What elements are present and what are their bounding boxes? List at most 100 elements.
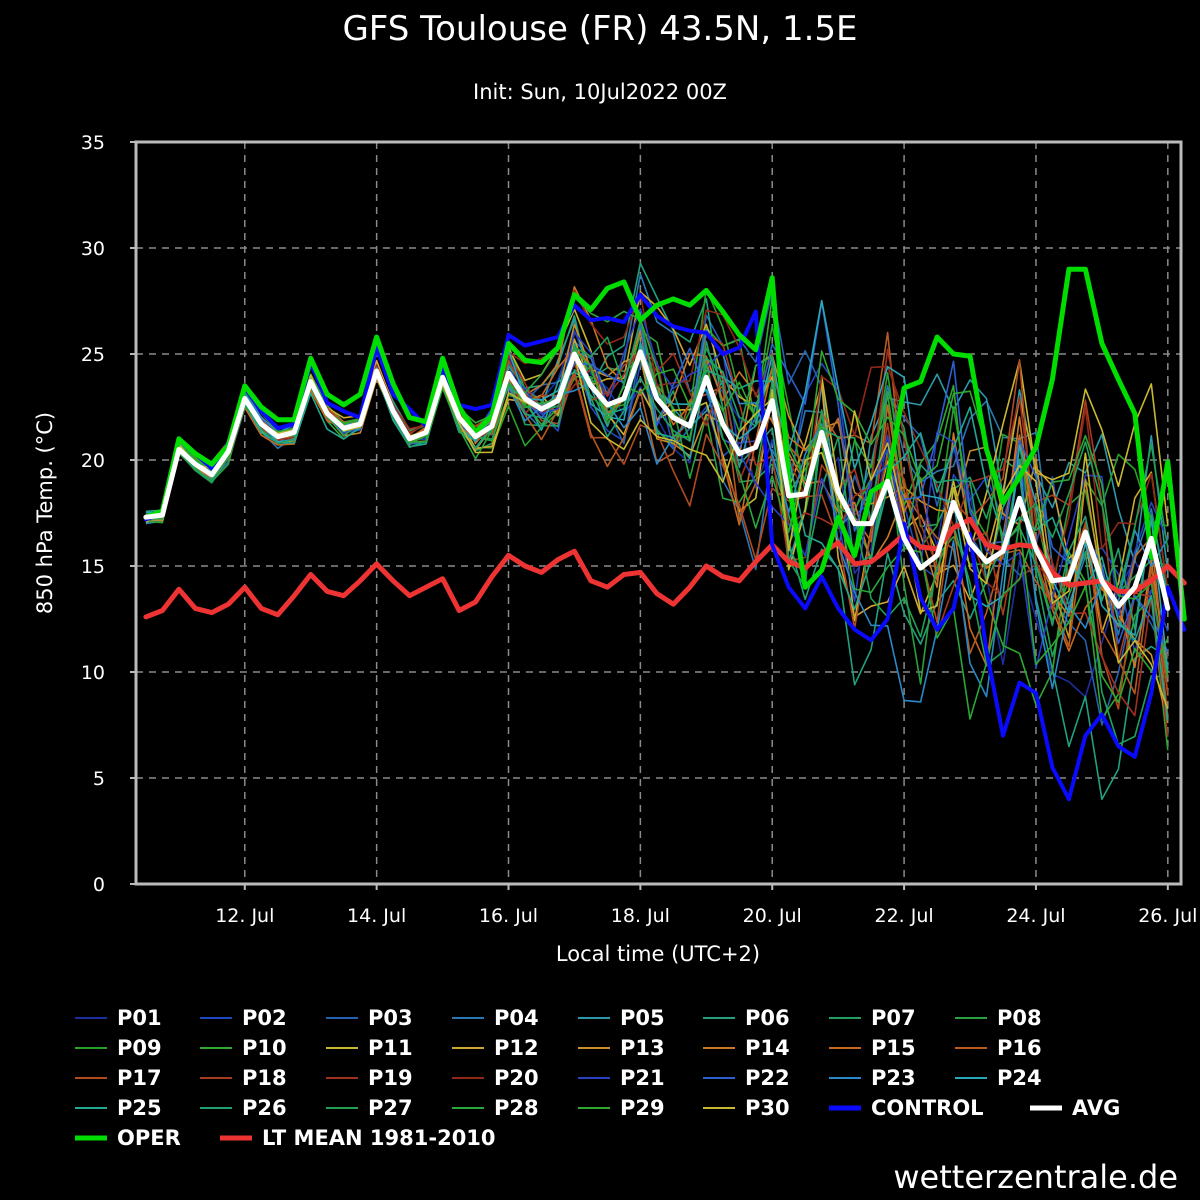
member-line-p05: [145, 318, 1169, 574]
series-line-avg: [143, 349, 1171, 611]
legend-item-p23: P23: [829, 1066, 916, 1090]
legend-item-p03: P03: [326, 1006, 413, 1030]
legend-label: P13: [620, 1036, 665, 1060]
legend-item-p01: P01: [75, 1006, 162, 1030]
x-axis-label: Local time (UTC+2): [556, 942, 760, 966]
legend-label: P27: [368, 1096, 413, 1120]
x-axis-ticks: 12. Jul 14. Jul 16. Jul 18. Jul 20. Jul 22. J…: [215, 884, 1197, 927]
series-line-control: [143, 292, 1187, 802]
legend-label: P04: [494, 1006, 539, 1030]
x-tick-label: 26. Jul: [1138, 905, 1197, 927]
legend-label: OPER: [117, 1126, 181, 1150]
legend-label: P11: [368, 1036, 413, 1060]
legend-label: P24: [997, 1066, 1042, 1090]
legend-label: LT MEAN 1981-2010: [262, 1126, 496, 1150]
y-tick-label: 15: [81, 556, 105, 578]
legend-label: P05: [620, 1006, 665, 1030]
legend-item-p17: P17: [75, 1066, 162, 1090]
legend-item-p30: P30: [703, 1096, 790, 1120]
legend-item-p07: P07: [829, 1006, 916, 1030]
x-tick-label: 24. Jul: [1006, 905, 1065, 927]
legend-label: P14: [745, 1036, 790, 1060]
legend-item-control: CONTROL: [829, 1096, 984, 1120]
y-tick-label: 35: [81, 132, 105, 154]
series-line-lt: [143, 516, 1187, 620]
legend-item-p11: P11: [326, 1036, 413, 1060]
legend-label: P07: [871, 1006, 916, 1030]
legend-item-p04: P04: [452, 1006, 539, 1030]
plot-frame: [134, 140, 1183, 886]
legend-item-p09: P09: [75, 1036, 162, 1060]
chart-title: GFS Toulouse (FR) 43.5N, 1.5E: [342, 9, 857, 49]
x-tick-label: 20. Jul: [743, 905, 802, 927]
legend-item-p08: P08: [955, 1006, 1042, 1030]
legend-label: P12: [494, 1036, 539, 1060]
legend-label: P16: [997, 1036, 1042, 1060]
legend-label: P06: [745, 1006, 790, 1030]
member-line-p25: [145, 344, 1169, 722]
chart-subtitle: Init: Sun, 10Jul2022 00Z: [473, 80, 727, 104]
y-tick-label: 5: [93, 768, 105, 790]
legend-item-p14: P14: [703, 1036, 790, 1060]
legend-label: P02: [242, 1006, 287, 1030]
x-tick-label: 18. Jul: [611, 905, 670, 927]
main-series: [143, 266, 1187, 802]
legend-item-oper: OPER: [75, 1126, 181, 1150]
legend-item-p15: P15: [829, 1036, 916, 1060]
legend-label: P18: [242, 1066, 287, 1090]
x-tick-label: 16. Jul: [479, 905, 538, 927]
legend-label: P28: [494, 1096, 539, 1120]
y-axis-ticks: 0 5 10 15 20 25 30 35: [81, 132, 136, 896]
legend-item-p26: P26: [200, 1096, 287, 1120]
series-line-oper: [143, 266, 1187, 622]
y-tick-label: 0: [93, 874, 105, 896]
legend-label: P17: [117, 1066, 162, 1090]
y-tick-label: 25: [81, 344, 105, 366]
legend-label: P09: [117, 1036, 162, 1060]
legend-label: P15: [871, 1036, 916, 1060]
legend-item-p24: P24: [955, 1066, 1042, 1090]
legend-label: P03: [368, 1006, 413, 1030]
legend: P01 P02 P03 P04 P05 P06 P07 P08 P09 P10 P11 P12 P13 P…: [75, 1006, 1120, 1150]
legend-item-avg: AVG: [1030, 1096, 1120, 1120]
legend-label: P25: [117, 1096, 162, 1120]
y-tick-label: 20: [81, 450, 105, 472]
legend-item-p29: P29: [578, 1096, 665, 1120]
legend-label: P19: [368, 1066, 413, 1090]
legend-item-lt: LT MEAN 1981-2010: [220, 1126, 496, 1150]
legend-item-p18: P18: [200, 1066, 287, 1090]
legend-label: P20: [494, 1066, 539, 1090]
y-tick-label: 30: [81, 238, 105, 260]
legend-item-p12: P12: [452, 1036, 539, 1060]
legend-item-p27: P27: [326, 1096, 413, 1120]
legend-label: P08: [997, 1006, 1042, 1030]
legend-item-p19: P19: [326, 1066, 413, 1090]
legend-label: CONTROL: [871, 1096, 984, 1120]
legend-label: P10: [242, 1036, 287, 1060]
ensemble-members: [145, 262, 1169, 801]
y-axis-label: 850 hPa Temp. (°C): [33, 412, 57, 614]
legend-label: P30: [745, 1096, 790, 1120]
legend-item-p02: P02: [200, 1006, 287, 1030]
legend-item-p28: P28: [452, 1096, 539, 1120]
y-tick-label: 10: [81, 662, 105, 684]
legend-item-p22: P22: [703, 1066, 790, 1090]
x-tick-label: 14. Jul: [347, 905, 406, 927]
legend-item-p21: P21: [578, 1066, 665, 1090]
legend-label: P26: [242, 1096, 287, 1120]
legend-label: P23: [871, 1066, 916, 1090]
legend-item-p20: P20: [452, 1066, 539, 1090]
legend-item-p13: P13: [578, 1036, 665, 1060]
legend-item-p10: P10: [200, 1036, 287, 1060]
legend-item-p06: P06: [703, 1006, 790, 1030]
legend-label: P22: [745, 1066, 790, 1090]
legend-label: P29: [620, 1096, 665, 1120]
legend-label: P01: [117, 1006, 162, 1030]
x-tick-label: 12. Jul: [215, 905, 274, 927]
legend-item-p05: P05: [578, 1006, 665, 1030]
legend-item-p25: P25: [75, 1096, 162, 1120]
credit-text: wetterzentrale.de: [893, 1158, 1178, 1196]
legend-label: AVG: [1072, 1096, 1120, 1120]
legend-label: P21: [620, 1066, 665, 1090]
